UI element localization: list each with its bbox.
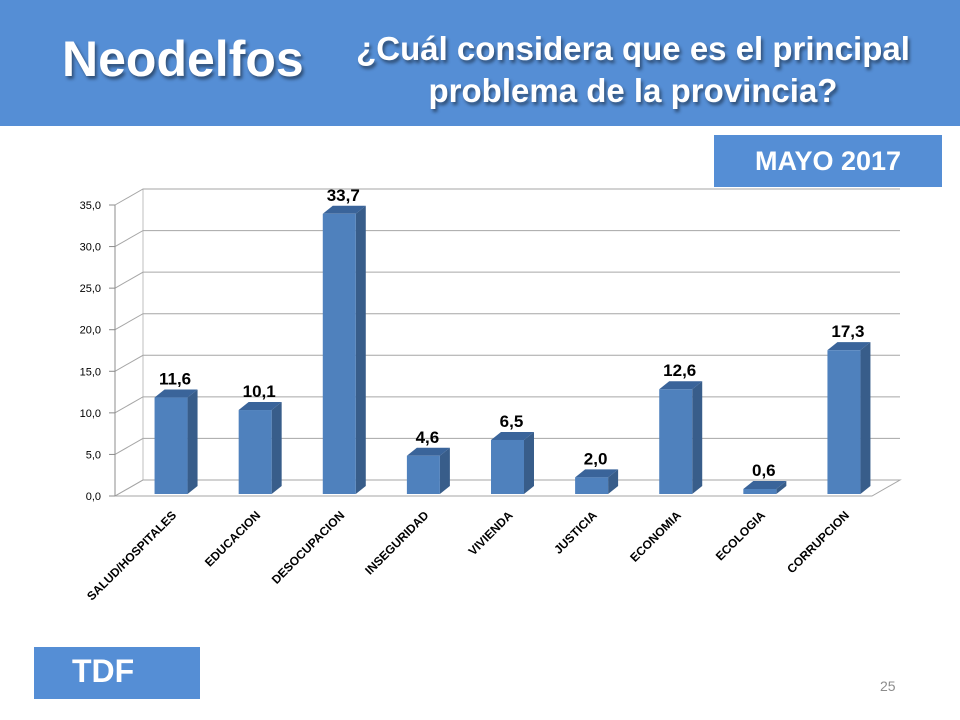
- bar: [154, 397, 188, 494]
- gridline: [114, 437, 900, 455]
- bar-top: [827, 342, 871, 351]
- bar-value-label: 4,6: [416, 428, 440, 447]
- y-tick-label: 30,0: [80, 242, 101, 254]
- x-category-label: ECONOMIA: [627, 508, 684, 565]
- bar-top: [238, 402, 282, 411]
- bar-value-label: 11,6: [159, 370, 191, 389]
- x-category-label: EDUCACION: [202, 508, 263, 569]
- bar-value-label: 0,6: [752, 461, 776, 480]
- bar-side: [776, 481, 787, 494]
- y-tick-label: 10,0: [80, 408, 101, 420]
- x-category-label: CORRUPCION: [784, 508, 852, 576]
- bar-top: [322, 205, 366, 214]
- bar: [743, 489, 777, 494]
- header-banner: Neodelfos ¿Cuál considera que es el prin…: [0, 0, 960, 126]
- x-category-label: ECOLOGIA: [713, 508, 768, 563]
- bar-value-label: 10,1: [243, 382, 276, 401]
- bar: [491, 439, 524, 494]
- bar-side: [524, 431, 534, 494]
- bar-top: [491, 431, 534, 440]
- bar-side: [692, 381, 703, 494]
- bar-side: [271, 402, 282, 494]
- gridline: [114, 313, 900, 331]
- y-tick-label: 25,0: [80, 283, 101, 295]
- chart-floor: [113, 479, 902, 497]
- question-title: ¿Cuál considera que es el principal prob…: [318, 28, 948, 112]
- bar-top: [743, 481, 787, 490]
- bar: [322, 213, 356, 494]
- bar: [406, 455, 440, 494]
- bar: [659, 389, 693, 494]
- bar-value-label: 12,6: [663, 361, 696, 380]
- bar-top: [575, 469, 619, 478]
- bar-side: [439, 447, 450, 494]
- gridline: [114, 396, 900, 414]
- x-category-label: VIVIENDA: [466, 508, 516, 558]
- bar-top: [154, 389, 198, 398]
- x-category-label: INSEGURIDAD: [362, 508, 432, 578]
- region-badge: TDF: [34, 647, 200, 699]
- gridline: [114, 230, 900, 248]
- bar: [827, 350, 861, 494]
- y-tick-label: 15,0: [80, 366, 101, 378]
- bar-value-label: 6,5: [500, 412, 524, 431]
- gridline: [114, 354, 900, 372]
- bar-top: [406, 447, 450, 456]
- x-category-label: DESOCUPACION: [269, 508, 348, 587]
- question-line-1: ¿Cuál considera que es el principal: [356, 30, 910, 67]
- y-tick-label: 35,0: [80, 200, 101, 212]
- y-tick-label: 20,0: [80, 325, 101, 337]
- y-tick-label: 0,0: [86, 491, 101, 503]
- x-category-label: SALUD/HOSPITALES: [84, 508, 179, 603]
- date-badge: MAYO 2017: [714, 135, 942, 187]
- x-category-label: JUSTICIA: [551, 508, 600, 557]
- gridline: [114, 188, 900, 206]
- bar-value-label: 33,7: [327, 186, 360, 205]
- bar-side: [860, 342, 871, 494]
- bar-value-label: 17,3: [831, 322, 864, 341]
- brand-title: Neodelfos: [62, 31, 304, 87]
- page-number: 25: [880, 678, 896, 694]
- bar-side: [355, 205, 366, 494]
- bar: [575, 477, 609, 494]
- bar-side: [608, 469, 619, 494]
- bar: [238, 410, 272, 494]
- bar-side: [187, 389, 198, 494]
- question-line-2: problema de la provincia?: [428, 72, 838, 109]
- gridline: [114, 271, 900, 289]
- bar-top: [659, 381, 703, 390]
- bar-value-label: 2,0: [584, 449, 608, 468]
- y-tick-label: 5,0: [86, 449, 101, 461]
